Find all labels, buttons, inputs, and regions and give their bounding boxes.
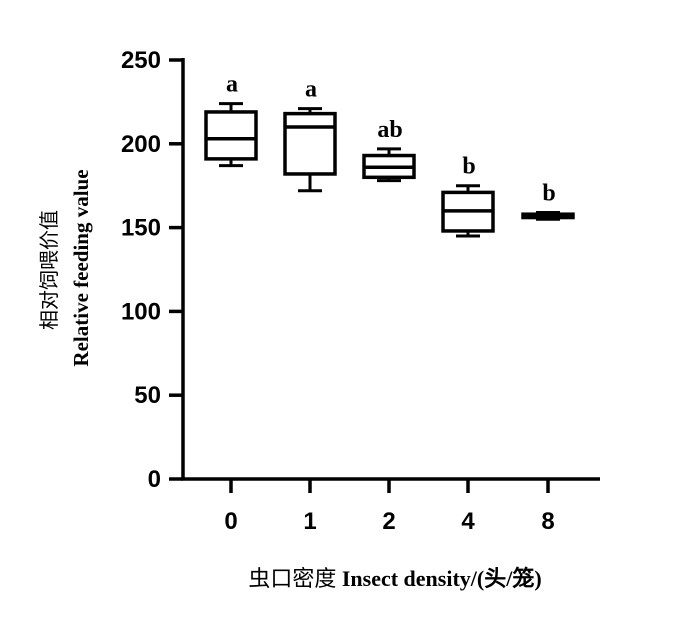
x-axis-title-cn: 虫口密度 <box>248 567 336 592</box>
significance-label: a <box>305 77 317 103</box>
x-tick-label: 4 <box>461 508 475 535</box>
y-tick-label: 150 <box>121 215 161 242</box>
x-axis-title-en: Insect density/(头/笼) <box>342 566 542 591</box>
iqr-box <box>204 110 258 161</box>
significance-label: b <box>542 181 555 207</box>
x-tick-label: 8 <box>541 508 554 535</box>
y-tick-label: 200 <box>121 131 161 158</box>
box-0: a <box>204 72 258 168</box>
box-4: b <box>441 154 495 238</box>
x-axis-title: 虫口密度 Insect density/(头/笼) <box>248 566 541 592</box>
x-tick-label: 2 <box>382 508 395 535</box>
x-ticks: 0 1 2 4 8 <box>224 479 555 535</box>
boxes: a a ab b b <box>204 72 575 238</box>
y-axis-title: 相对饲喂价值 Relative feeding value <box>37 169 93 366</box>
iqr-box <box>283 111 337 176</box>
x-tick-label: 1 <box>303 508 316 535</box>
x-tick-label: 0 <box>224 508 237 535</box>
significance-label: ab <box>377 117 402 143</box>
y-axis-title-en: Relative feeding value <box>69 169 93 366</box>
box-2: ab <box>362 117 416 183</box>
y-tick-label: 100 <box>121 298 161 325</box>
significance-label: a <box>226 72 238 98</box>
y-tick-label: 250 <box>121 47 161 74</box>
box-1: a <box>283 77 337 193</box>
box-8: b <box>521 181 575 221</box>
y-tick-label: 0 <box>148 466 161 493</box>
y-ticks: 0 50 100 150 200 250 <box>121 47 183 493</box>
y-tick-label: 50 <box>134 382 161 409</box>
y-axis-title-cn: 相对饲喂价值 <box>37 210 61 330</box>
significance-label: b <box>462 154 475 180</box>
